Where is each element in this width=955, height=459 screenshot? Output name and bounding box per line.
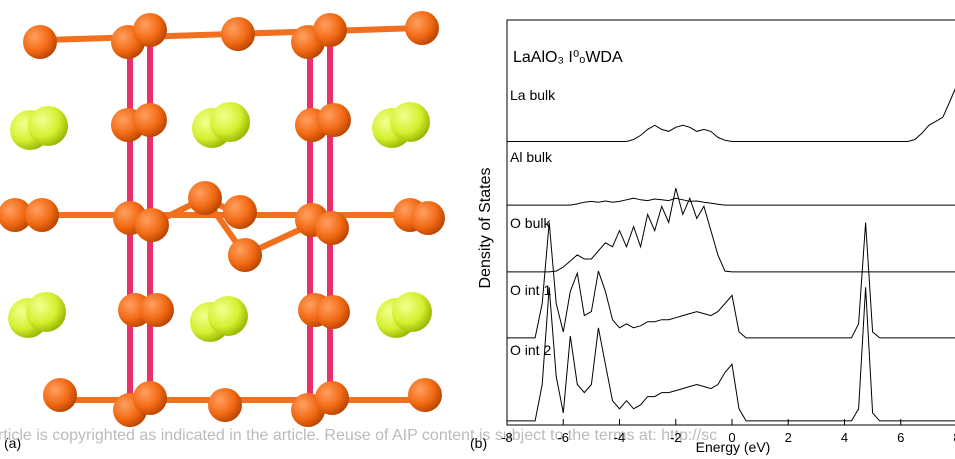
figure: (a) rticle is copyrighted as indicated i… bbox=[0, 0, 955, 459]
dos-curve bbox=[507, 198, 955, 205]
series-label: Al bulk bbox=[510, 149, 553, 165]
series-label: O bulk bbox=[510, 215, 551, 231]
x-tick-label: 6 bbox=[897, 430, 904, 445]
x-tick-label: -2 bbox=[670, 430, 682, 445]
crystal-structure bbox=[0, 11, 445, 427]
y-axis-label: Density of States bbox=[477, 168, 494, 289]
dos-curve bbox=[507, 223, 955, 338]
watermark: rticle is copyrighted as indicated in th… bbox=[0, 427, 717, 444]
series-label: La bulk bbox=[510, 87, 556, 103]
panel-label: (b) bbox=[470, 435, 487, 451]
x-tick-label: -8 bbox=[501, 430, 513, 445]
curves bbox=[507, 85, 955, 421]
bonds bbox=[15, 28, 425, 400]
series-label: O int 1 bbox=[510, 282, 551, 298]
x-tick-label: -4 bbox=[614, 430, 626, 445]
series-label: O int 2 bbox=[510, 342, 551, 358]
chart-title: LaAlO₃ I⁰ₒWDA bbox=[513, 49, 623, 66]
dos-curve bbox=[507, 85, 955, 142]
dos-curve bbox=[507, 287, 955, 421]
x-tick-label: -6 bbox=[557, 430, 569, 445]
x-tick-label: 0 bbox=[728, 430, 735, 445]
x-tick-label: 4 bbox=[841, 430, 848, 445]
page: {"panel_a": {"label": "(a)"}, "watermark… bbox=[0, 0, 955, 459]
dos-curve bbox=[507, 188, 955, 272]
x-tick-label: 2 bbox=[785, 430, 792, 445]
